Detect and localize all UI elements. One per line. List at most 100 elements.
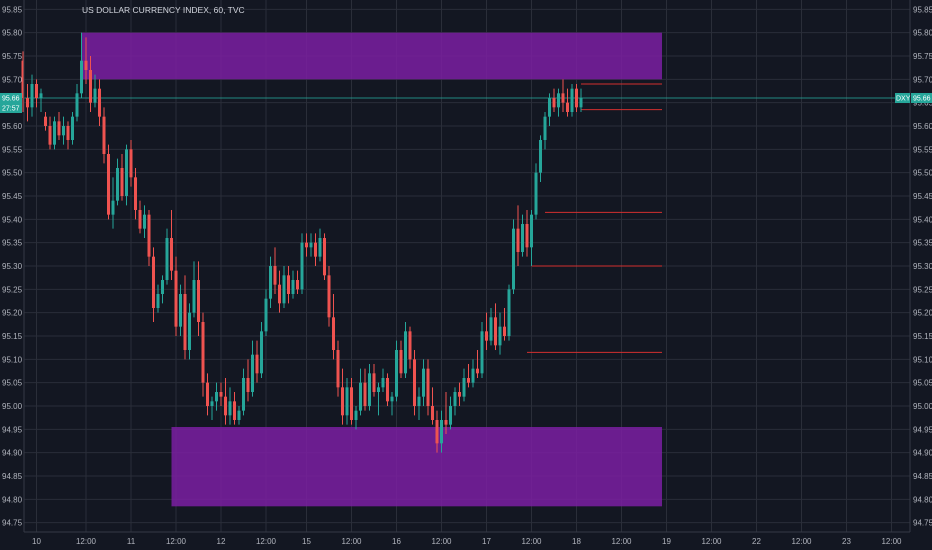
x-tick-label: 22 <box>752 537 761 546</box>
candle-body <box>332 317 335 350</box>
candle-body <box>143 214 146 229</box>
x-tick-label: 12:00 <box>431 537 452 546</box>
y-tick-label-left: 94.95 <box>2 425 23 434</box>
candle-body <box>71 116 74 140</box>
y-tick-label-left: 95.60 <box>2 122 23 131</box>
candle-body <box>579 98 583 108</box>
y-tick-label-right: 95.00 <box>913 402 932 411</box>
candle-body <box>201 322 205 383</box>
candle-body <box>93 88 97 103</box>
candle-body <box>323 238 326 276</box>
candle-body <box>561 93 565 103</box>
y-tick-label-left: 95.25 <box>2 285 23 294</box>
y-tick-label-left: 95.75 <box>2 52 23 61</box>
y-tick-label-left: 95.15 <box>2 332 23 341</box>
candle-body <box>296 280 299 290</box>
candle-body <box>354 410 358 420</box>
candle-body <box>462 378 466 397</box>
candle-body <box>543 116 547 140</box>
candle-body <box>246 378 250 392</box>
candle-body <box>30 84 34 108</box>
candle-body <box>417 396 421 406</box>
y-tick-label-right: 95.80 <box>913 29 932 38</box>
candle-body <box>260 331 263 374</box>
countdown-tag <box>0 103 22 113</box>
candle-body <box>341 387 344 416</box>
candle-body <box>516 228 520 252</box>
candle-body <box>210 401 214 406</box>
candle-body <box>507 289 511 336</box>
candle-body <box>377 387 380 392</box>
y-tick-label-left: 94.90 <box>2 449 23 458</box>
candle-body <box>404 331 407 374</box>
candle-body <box>111 200 115 215</box>
x-tick-label: 12:00 <box>341 537 362 546</box>
y-tick-label-right: 94.75 <box>913 519 932 528</box>
candle-body <box>422 368 425 397</box>
y-tick-label-right: 95.75 <box>913 52 932 61</box>
y-tick-label-right: 95.25 <box>913 285 932 294</box>
candle-body <box>174 270 178 327</box>
candle-body <box>503 326 506 336</box>
y-tick-label-right: 95.70 <box>913 75 932 84</box>
symbol-tag-text: DXY <box>896 96 911 103</box>
candle-body <box>314 242 317 257</box>
y-tick-label-left: 95.10 <box>2 355 23 364</box>
price-tag-left <box>0 93 22 103</box>
candle-body <box>264 298 268 332</box>
candle-body <box>305 242 308 248</box>
x-tick-label: 23 <box>842 537 851 546</box>
candle-body <box>386 378 389 402</box>
candle-body <box>498 326 502 346</box>
candle-body <box>318 238 322 257</box>
price-axis[interactable]: 95.85 95.85 95.80 95.80 95.75 95.75 95.70 95.70… <box>2 5 932 527</box>
candle-body <box>489 317 493 341</box>
candle-body <box>165 238 169 280</box>
y-tick-label-left: 95.35 <box>2 239 23 248</box>
y-tick-label-left: 95.50 <box>2 169 23 178</box>
candle-body <box>188 312 191 350</box>
candle-body <box>48 126 52 145</box>
candle-body <box>161 280 164 294</box>
candle-body <box>116 168 119 201</box>
y-tick-label-right: 95.60 <box>913 122 932 131</box>
candle-body <box>179 294 182 327</box>
candle-body <box>53 121 56 145</box>
y-tick-label-left: 95.85 <box>2 5 23 14</box>
candle-body <box>566 102 569 112</box>
candle-body <box>435 420 439 444</box>
horizontal-levels <box>527 83 662 353</box>
candle-body <box>57 121 61 136</box>
y-tick-label-right: 95.40 <box>913 215 932 224</box>
candle-body <box>521 224 524 252</box>
x-tick-label: 15 <box>302 537 311 546</box>
candle-body <box>552 98 556 108</box>
candle-body <box>282 275 286 304</box>
x-tick-label: 12:00 <box>881 537 902 546</box>
candle-body <box>278 284 281 304</box>
candle-body <box>444 420 448 425</box>
candle-body <box>336 350 340 388</box>
candle-body <box>125 149 128 196</box>
candle-body <box>309 242 313 248</box>
y-tick-label-left: 95.45 <box>2 192 23 201</box>
candle-body <box>170 238 173 271</box>
zone-rect <box>81 32 662 80</box>
candle-body <box>89 70 92 103</box>
candle-body <box>494 317 497 346</box>
candle-body <box>480 331 484 374</box>
candle-body <box>408 331 412 360</box>
candle-body <box>39 93 43 98</box>
candle-body <box>413 359 416 406</box>
candle-body <box>21 60 25 98</box>
candle-body <box>395 350 398 397</box>
candle-body <box>183 294 187 350</box>
candle-body <box>134 177 137 210</box>
candle-body <box>363 382 367 406</box>
time-axis[interactable]: 10 12:00 11 12:00 12 12:00 15 12:00 16 12:00 17 12:… <box>32 537 902 546</box>
supply-demand-zones <box>81 32 662 507</box>
y-tick-label-left: 95.40 <box>2 215 23 224</box>
candle-body <box>255 354 259 374</box>
